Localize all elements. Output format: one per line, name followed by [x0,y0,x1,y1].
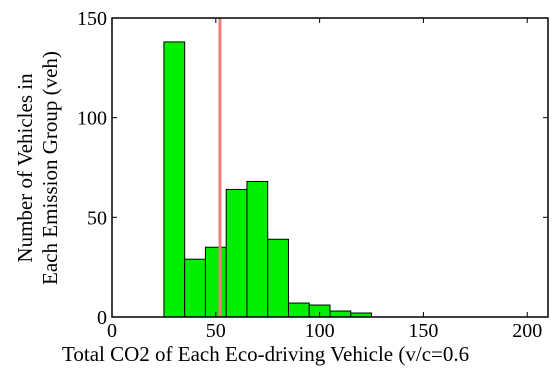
y-tick-label: 0 [97,307,107,329]
x-tick-label: 100 [305,320,335,342]
histogram-bar [225,188,248,318]
histogram-bar [204,246,227,318]
histogram-bar [184,258,206,318]
x-tick-label: 200 [512,320,542,342]
bars-layer [163,41,373,318]
x-tick-label: 50 [206,320,226,342]
y-axis-label-line-2: Each Emission Group (veh) [38,51,62,285]
y-tick-label: 100 [77,108,107,130]
x-axis-label: Total CO2 of Each Eco-driving Vehicle (v… [62,342,469,366]
y-axis-label-line-1: Number of Vehicles in [13,73,37,263]
y-axis-label-layer: Number of Vehicles in Each Emission Grou… [13,51,62,285]
y-tick-label: 150 [77,8,107,30]
histogram-bar [287,302,310,318]
ticks-layer: 0 50 100 150 200 0 50 100 150 [77,8,548,342]
x-tick-label: 150 [408,320,438,342]
histogram-bar [246,180,269,318]
histogram-bar [163,41,186,318]
x-tick-label: 0 [107,320,117,342]
y-tick-label: 50 [87,207,107,229]
histogram-bar [267,238,289,318]
x-axis-label-layer: Total CO2 of Each Eco-driving Vehicle (v… [62,342,469,366]
histogram-bar [329,310,352,318]
plot-frame [111,17,549,318]
